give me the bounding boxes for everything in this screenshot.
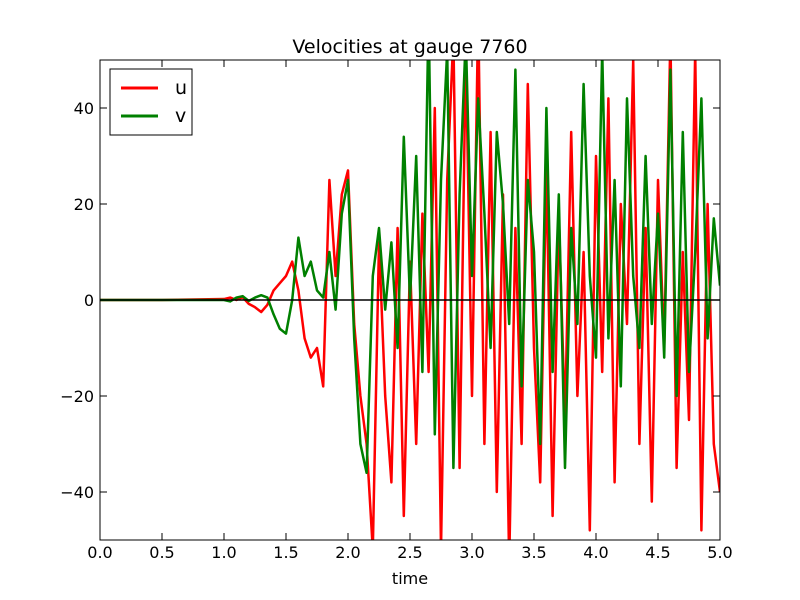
x-tick-label: 4.5: [645, 543, 670, 562]
legend-box: [109, 68, 193, 136]
x-tick-label: 2.0: [335, 543, 360, 562]
x-tick-label: 3.0: [459, 543, 484, 562]
x-tick-label: 0.5: [149, 543, 174, 562]
y-tick-label: 20: [74, 195, 94, 214]
x-axis-label: time: [392, 569, 428, 588]
y-tick-label: 0: [84, 291, 94, 310]
x-tick-label: 1.0: [211, 543, 236, 562]
x-tick-label: 4.0: [583, 543, 608, 562]
x-tick-label: 2.5: [397, 543, 422, 562]
x-tick-label: 1.5: [273, 543, 298, 562]
legend: u v: [109, 68, 193, 136]
series-line-u: [100, 60, 720, 540]
y-tick-label: 40: [74, 99, 94, 118]
y-tick-label: −20: [60, 387, 94, 406]
plot-frame: [99, 59, 721, 541]
legend-label-v: v: [175, 105, 186, 127]
ticks-layer: 0.0 0.5 1.0 1.5 2.0 2.5 3.0 3.5 4.0 4.5 5.0 −40 −20 0…: [60, 60, 733, 562]
x-tick-label: 3.5: [521, 543, 546, 562]
legend-label-u: u: [175, 77, 187, 99]
x-tick-label: 5.0: [707, 543, 732, 562]
y-tick-label: −40: [60, 483, 94, 502]
chart-title: Velocities at gauge 7760: [292, 36, 527, 58]
x-tick-label: 0.0: [87, 543, 112, 562]
